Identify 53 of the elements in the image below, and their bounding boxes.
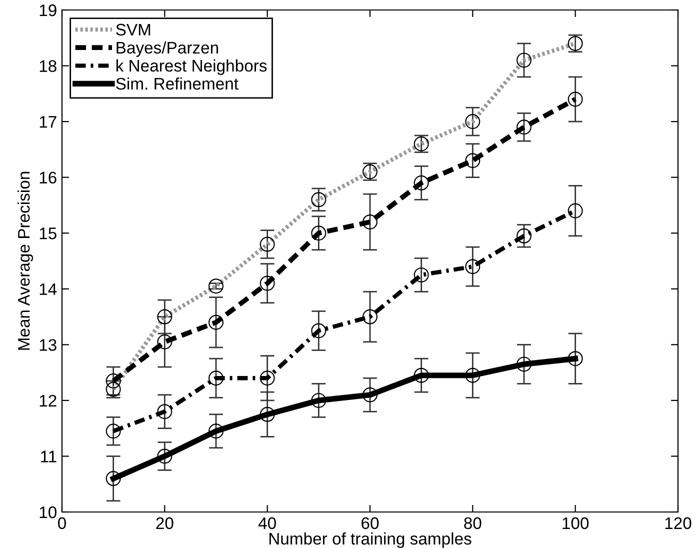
point	[516, 228, 532, 244]
point	[516, 356, 532, 372]
point	[106, 373, 121, 388]
point	[157, 448, 172, 464]
y-tick-label: 10	[40, 506, 56, 518]
y-tick-label: 16	[40, 172, 56, 184]
point	[106, 471, 121, 486]
point	[516, 120, 532, 135]
point	[465, 368, 480, 383]
x-tick-label: 20	[156, 517, 174, 530]
x-tick-label: 100	[562, 517, 589, 530]
point	[260, 276, 275, 291]
point	[362, 214, 378, 230]
y-tick-label: 14	[40, 283, 57, 295]
point	[568, 351, 583, 366]
point	[208, 424, 224, 439]
y-axis-title: Mean Average Precision	[18, 172, 34, 350]
x-tick-label: 0	[58, 517, 66, 530]
legend-label: k Nearest Neighbors	[116, 59, 267, 75]
point	[568, 203, 583, 218]
y-tick-label: 13	[40, 339, 56, 351]
point	[157, 404, 172, 420]
point	[465, 259, 480, 274]
y-tick-label: 11	[41, 450, 56, 462]
y-tick-label: 12	[40, 394, 56, 406]
y-tick-label: 17	[40, 116, 56, 128]
point	[568, 92, 583, 107]
point	[208, 314, 224, 330]
point	[106, 424, 121, 439]
point	[311, 226, 326, 241]
x-axis-title: Number of training samples	[269, 532, 472, 548]
legend-label: Bayes/Parzen	[116, 41, 218, 57]
legend-label: Sim. Refinement	[116, 77, 238, 90]
point	[311, 392, 326, 408]
x-tick-label: 120	[665, 517, 692, 530]
point	[362, 387, 378, 402]
point	[362, 309, 378, 324]
point	[311, 323, 326, 338]
point	[157, 334, 172, 350]
x-tick-label: 40	[258, 517, 276, 530]
point	[414, 175, 429, 190]
point	[414, 267, 429, 282]
x-tick-label: 80	[464, 517, 482, 530]
point	[260, 406, 275, 422]
point	[465, 153, 480, 168]
legend-label: SVM	[116, 24, 150, 36]
x-tick-label: 60	[362, 517, 379, 530]
y-tick-label: 15	[40, 228, 56, 240]
point	[208, 370, 224, 386]
y-tick-label: 19	[40, 4, 56, 16]
y-tick-label: 18	[40, 60, 56, 72]
point	[414, 368, 429, 383]
point	[260, 370, 275, 386]
